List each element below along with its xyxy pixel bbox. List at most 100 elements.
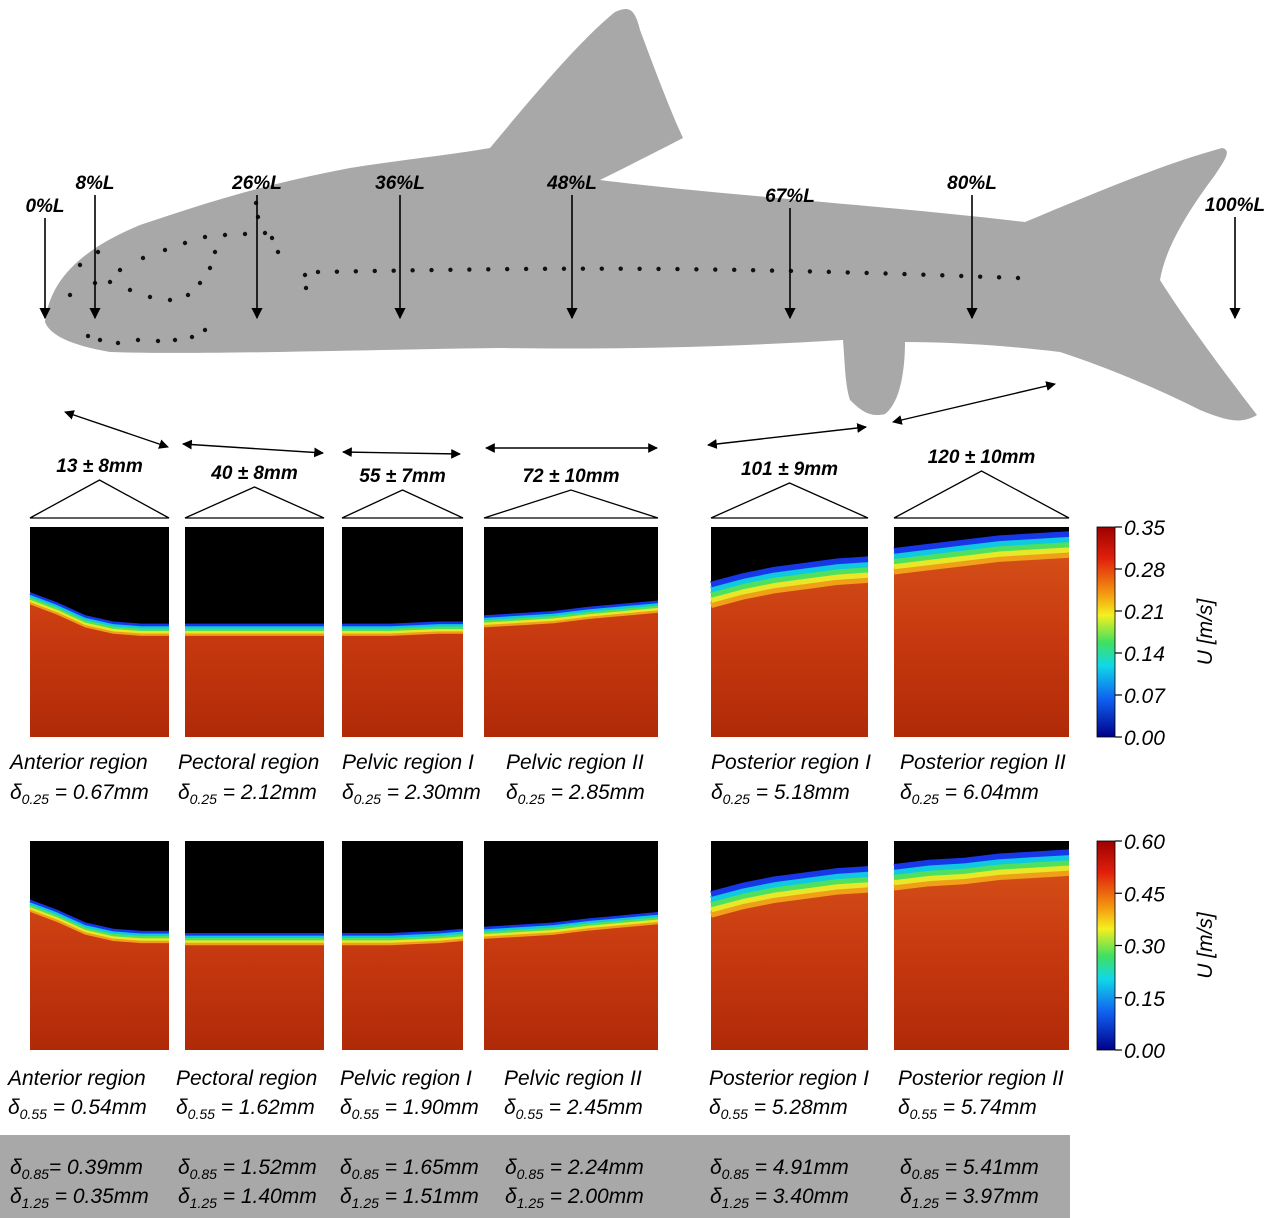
- dot: [163, 248, 167, 252]
- dot: [959, 274, 963, 278]
- delta-subscript: 1.25: [722, 1195, 749, 1211]
- dot: [562, 267, 566, 271]
- dot: [846, 270, 850, 274]
- delta-value: = 2.12mm: [217, 781, 317, 804]
- delta-subscript: 0.55: [721, 1106, 748, 1122]
- region-name: Pelvic region I: [342, 751, 474, 774]
- delta-symbol: δ: [10, 1185, 22, 1208]
- delta-subscript: 0.85: [22, 1166, 49, 1182]
- dot: [751, 268, 755, 272]
- dot: [921, 273, 925, 277]
- dot: [303, 273, 307, 277]
- delta-value: = 1.65mm: [379, 1156, 479, 1179]
- delta-symbol: δ: [505, 1185, 517, 1208]
- free-region: [185, 841, 324, 933]
- delta-value: = 2.00mm: [544, 1185, 644, 1208]
- colorbar-label: U [m/s]: [1194, 911, 1217, 979]
- dot: [108, 280, 112, 284]
- dot: [940, 273, 944, 277]
- delta-subscript: 0.85: [722, 1166, 749, 1182]
- delta-symbol: δ: [340, 1185, 352, 1208]
- fish-silhouette: [45, 9, 1257, 420]
- dot: [96, 250, 100, 254]
- dot: [276, 250, 280, 254]
- region-size: 120 ± 10mm: [928, 447, 1036, 468]
- colorbar-tick-label: 0.21: [1124, 601, 1165, 624]
- region-size: 55 ± 7mm: [359, 466, 446, 487]
- region-arrow: [708, 427, 866, 445]
- delta-symbol: δ: [178, 1185, 190, 1208]
- dot: [203, 235, 207, 239]
- delta-subscript: 0.25: [190, 791, 217, 807]
- delta-subscript: 0.55: [188, 1106, 215, 1122]
- dot: [98, 338, 102, 342]
- delta-symbol: δ: [176, 1096, 188, 1119]
- dot: [448, 268, 452, 272]
- delta-symbol: δ: [8, 1096, 20, 1119]
- delta-value: = 5.74mm: [937, 1096, 1037, 1119]
- delta-value: = 0.54mm: [47, 1096, 147, 1119]
- delta-symbol: δ: [178, 781, 190, 804]
- region-arrow: [343, 452, 460, 454]
- dot: [316, 270, 320, 274]
- position-label: 67%L: [765, 186, 815, 207]
- position-label: 100%L: [1205, 195, 1265, 216]
- dot: [1016, 276, 1020, 280]
- region-arrow: [893, 384, 1055, 422]
- delta-value: = 4.91mm: [749, 1156, 849, 1179]
- delta-text: δ0.25 = 0.67mm: [10, 781, 149, 807]
- dot: [524, 267, 528, 271]
- region-name: Pelvic region II: [506, 751, 644, 774]
- region-name: Posterior region I: [711, 751, 871, 774]
- delta-value: = 2.45mm: [543, 1096, 643, 1119]
- delta-value: = 2.24mm: [544, 1156, 644, 1179]
- region-size: 13 ± 8mm: [56, 456, 143, 477]
- dot: [304, 286, 308, 290]
- dot: [263, 231, 267, 235]
- position-label: 36%L: [375, 173, 425, 194]
- delta-symbol: δ: [342, 781, 354, 804]
- delta-value: = 5.28mm: [748, 1096, 848, 1119]
- dot: [600, 266, 604, 270]
- position-label: 48%L: [546, 173, 597, 194]
- free-region: [342, 527, 463, 624]
- position-label: 0%L: [25, 196, 64, 217]
- colorbar-tick-label: 0.00: [1124, 1040, 1165, 1063]
- delta-text: δ0.55 = 5.28mm: [709, 1096, 848, 1122]
- colorbar-tick-label: 0.35: [1124, 517, 1165, 540]
- dot: [581, 267, 585, 271]
- delta-value: = 1.90mm: [379, 1096, 479, 1119]
- delta-subscript: 0.25: [22, 791, 49, 807]
- delta-subscript: 0.85: [352, 1166, 379, 1182]
- colorbar: [1097, 527, 1115, 737]
- region-name: Posterior region II: [898, 1067, 1064, 1090]
- dot: [213, 250, 217, 254]
- dot: [997, 275, 1001, 279]
- dot: [335, 269, 339, 273]
- region-triangle: [894, 471, 1069, 518]
- delta-value: = 5.18mm: [750, 781, 850, 804]
- region-triangle: [30, 480, 169, 518]
- dot: [391, 268, 395, 272]
- dot: [770, 268, 774, 272]
- dot: [203, 328, 207, 332]
- position-label: 80%L: [947, 173, 997, 194]
- colorbar-tick-label: 0.60: [1124, 831, 1165, 854]
- dot: [864, 271, 868, 275]
- dot: [148, 295, 152, 299]
- colorbar-tick-label: 0.14: [1124, 643, 1165, 666]
- dot: [173, 338, 177, 342]
- dot: [373, 269, 377, 273]
- delta-value: = 0.67mm: [49, 781, 149, 804]
- region-arrow: [183, 444, 323, 453]
- region-triangle: [484, 490, 658, 518]
- colorbar-tick-label: 0.15: [1124, 988, 1165, 1011]
- delta-subscript: 0.85: [517, 1166, 544, 1182]
- dot: [270, 236, 274, 240]
- delta-subscript: 1.25: [22, 1195, 49, 1211]
- colorbar-tick-label: 0.00: [1124, 727, 1165, 750]
- region-size: 40 ± 8mm: [210, 463, 298, 484]
- delta-symbol: δ: [178, 1156, 190, 1179]
- delta-text: δ0.25 = 5.18mm: [711, 781, 850, 807]
- dot: [156, 339, 160, 343]
